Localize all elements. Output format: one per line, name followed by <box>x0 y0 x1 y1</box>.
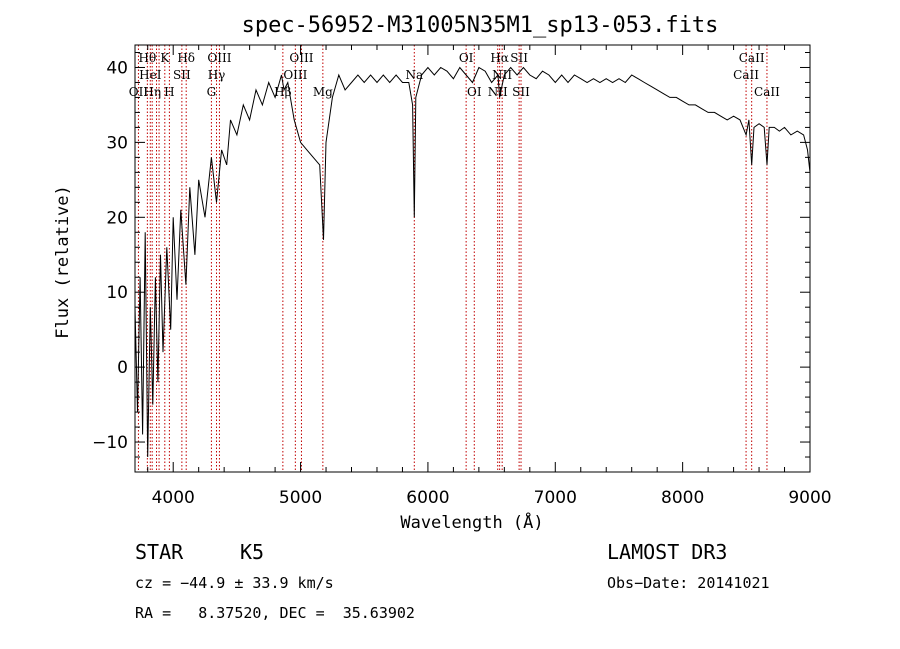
y-tick-label: 0 <box>117 358 128 378</box>
x-axis-label: Wavelength (Å) <box>400 511 543 533</box>
line-marker-label: G <box>207 85 217 99</box>
line-marker-label: Hβ <box>274 85 291 99</box>
redshift-cz: cz = −44.9 ± 33.9 km/s <box>135 574 334 592</box>
line-marker-label: CaII <box>739 51 765 65</box>
x-tick-label: 5000 <box>279 488 322 508</box>
line-marker-label: H <box>164 85 174 99</box>
line-marker-label: OII <box>129 85 149 99</box>
y-tick-label: 10 <box>106 283 128 303</box>
x-tick-label: 9000 <box>788 488 831 508</box>
y-tick-label: 40 <box>106 58 128 78</box>
object-class: STAR <box>135 540 184 564</box>
line-marker-label: OIII <box>207 51 231 65</box>
x-tick-label: 4000 <box>152 488 195 508</box>
line-marker-label: SII <box>173 68 191 82</box>
line-marker-label: Hη <box>143 85 161 99</box>
spectrum-chart: spec-56952-M31005N35M1_sp13-053.fits OII… <box>53 13 832 533</box>
line-marker-label: K <box>160 51 170 65</box>
line-marker-label: NII <box>492 68 512 82</box>
y-axis-label: Flux (relative) <box>53 185 73 339</box>
chart-title: spec-56952-M31005N35M1_sp13-053.fits <box>242 13 719 38</box>
line-marker-label: Hδ <box>177 51 195 65</box>
line-marker-label: Na <box>405 68 423 82</box>
object-subclass: K5 <box>240 540 265 564</box>
x-tick-label: 6000 <box>406 488 449 508</box>
line-marker-label: HeI <box>139 68 162 82</box>
line-marker-label: NII <box>488 85 508 99</box>
line-marker-label: OIII <box>283 68 307 82</box>
axis-ticks: 4000 5000 6000 7000 8000 9000 −10 0 10 20 30 40 <box>92 45 832 508</box>
y-tick-label: 20 <box>106 208 128 228</box>
line-marker-label: CaII <box>754 85 780 99</box>
observation-date: Obs−Date: 20141021 <box>607 574 770 592</box>
y-tick-label: 30 <box>106 133 128 153</box>
line-marker-label: OI <box>459 51 474 65</box>
line-marker-label: SII <box>512 85 530 99</box>
line-marker-label: Hθ <box>139 51 157 65</box>
x-tick-label: 7000 <box>534 488 577 508</box>
line-marker-label: Mg <box>313 85 333 99</box>
line-markers <box>137 45 768 472</box>
line-marker-label: Hα <box>490 51 509 65</box>
plot-frame <box>134 44 811 473</box>
survey-name: LAMOST DR3 <box>607 540 728 564</box>
line-marker-label: CaII <box>733 68 759 82</box>
line-marker-label: SII <box>510 51 528 65</box>
line-marker-label: Hγ <box>208 68 226 82</box>
line-labels: OII Hθ HeI Hη K H SII Hδ G Hγ OIII Hβ OIII OIII Mg Na OI… <box>129 51 780 99</box>
line-marker-label: OIII <box>289 51 313 65</box>
line-marker-label: OI <box>467 85 482 99</box>
x-tick-label: 8000 <box>661 488 704 508</box>
flux-series-line <box>134 66 811 458</box>
y-tick-label: −10 <box>92 433 128 453</box>
coordinates: RA = 8.37520, DEC = 35.63902 <box>135 604 415 622</box>
